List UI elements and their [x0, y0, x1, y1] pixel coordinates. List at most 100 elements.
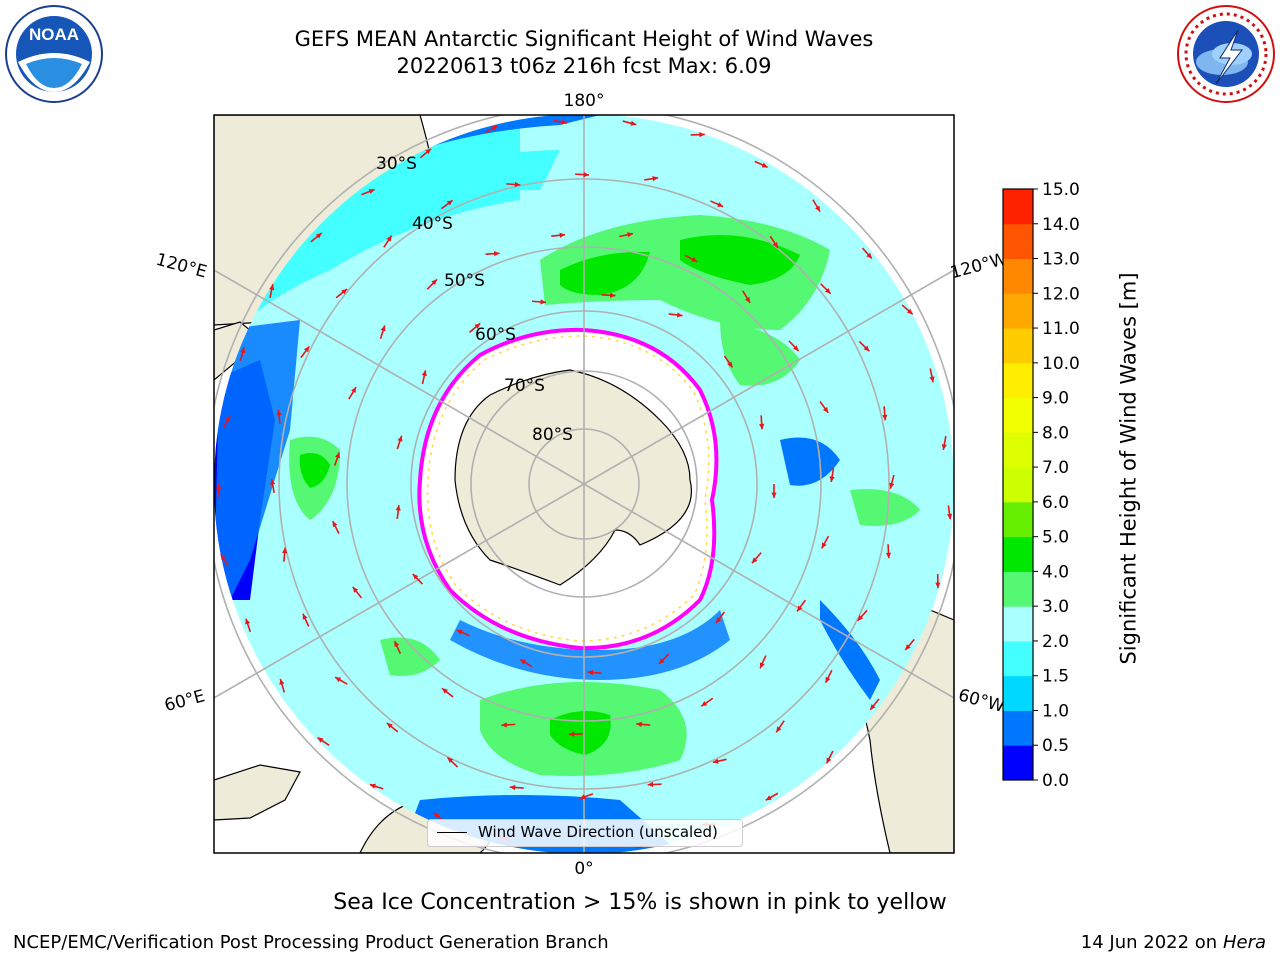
nws-lightning-logo: [1177, 5, 1275, 103]
wind-wave-arrow-head: [397, 435, 403, 442]
colorbar-band: [1003, 536, 1033, 572]
wind-wave-arrow-head: [941, 444, 947, 450]
colorbar-tick-label: 13.0: [1042, 250, 1080, 270]
wind-wave-arrow-head: [509, 784, 516, 791]
wind-wave-arrow-head: [829, 476, 835, 483]
wind-wave-arrow-head: [699, 132, 705, 138]
colorbar-band: [1003, 258, 1033, 294]
wind-wave-arrow-head: [317, 737, 324, 743]
colorbar-band: [1003, 397, 1033, 433]
wind-wave-arrow-head: [368, 189, 375, 194]
lon-label-60e: 60°E: [162, 686, 207, 716]
wind-wave-arrow-head: [269, 284, 275, 291]
wind-wave-arrow-head: [765, 795, 772, 801]
legend-label: Wind Wave Direction (unscaled): [478, 823, 718, 841]
legend-line-swatch: [437, 832, 467, 833]
colorbar-tick-label: 5.0: [1042, 528, 1069, 548]
wind-wave-arrow-head: [717, 202, 724, 207]
host-name: Hera: [1222, 932, 1266, 953]
wind-wave-arrow-head: [351, 387, 357, 394]
wind-wave-arrow-head: [315, 233, 322, 239]
colorbar-tick-label: 4.0: [1042, 562, 1069, 582]
colorbar-label: Significant Height of Wind Waves [m]: [1116, 272, 1141, 665]
wind-wave-arrow-head: [240, 347, 246, 354]
wind-wave-arrow-head: [587, 669, 594, 676]
colorbar-tick-label: 15.0: [1042, 180, 1080, 200]
wind-wave-arrow-head: [583, 172, 590, 178]
colorbar-band: [1003, 745, 1033, 781]
lat-label-70s: 70°S: [504, 376, 545, 396]
lat-label-40s: 40°S: [412, 214, 453, 234]
wind-wave-arrow-head: [520, 659, 527, 665]
wind-wave-arrow-head: [761, 162, 768, 168]
colorbar-band: [1003, 571, 1033, 607]
wind-wave-arrow-head: [395, 505, 401, 511]
wind-wave-arrow-head: [885, 552, 892, 559]
colorbar-tick-label: 7.0: [1042, 458, 1069, 478]
wind-wave-arrow-head: [929, 376, 935, 383]
wind-wave-arrow-head: [335, 677, 342, 683]
wind-wave-arrow-head: [882, 414, 888, 421]
wind-wave-arrow-head: [751, 557, 758, 564]
wind-wave-arrow-head: [386, 723, 393, 729]
wind-wave-arrow-head: [421, 370, 427, 377]
wind-wave-arrow-head: [712, 758, 719, 764]
lon-label-60w: 60°W: [956, 685, 1007, 717]
wind-wave-arrow-head: [561, 119, 568, 125]
colorbar-tick-label: 14.0: [1042, 215, 1080, 235]
wind-wave-arrow-head: [776, 726, 782, 733]
wind-wave-arrow-head: [433, 812, 440, 819]
wind-wave-arrow-head: [715, 617, 722, 624]
wind-wave-arrow-head: [759, 423, 765, 430]
colorbar-band: [1003, 501, 1033, 538]
colorbar-tick-label: 12.0: [1042, 284, 1080, 304]
wind-wave-arrow-head: [771, 492, 777, 498]
wind-wave-arrow-head: [559, 232, 566, 238]
wind-wave-arrow-head: [540, 299, 546, 305]
chart-subtitle: 20220613 t06z 216h fcst Max: 6.09: [396, 54, 772, 78]
wind-wave-arrow-head: [302, 613, 308, 620]
wind-wave-arrow-head: [889, 482, 895, 489]
wind-wave-arrow-head: [797, 605, 803, 612]
date-text: 14 Jun 2022 on: [1080, 932, 1218, 953]
colorbar-tick-label: 0.0: [1042, 771, 1069, 791]
wind-wave-arrow-head: [491, 125, 498, 131]
colorbar-band: [1003, 223, 1033, 260]
colorbar-band: [1003, 432, 1033, 468]
wind-wave-arrow-head: [276, 409, 282, 416]
wind-wave-arrow-head: [493, 251, 500, 257]
colorbar-band: [1003, 467, 1033, 503]
wind-wave-arrow-head: [772, 241, 778, 248]
wind-wave-arrow-head: [727, 361, 733, 368]
wind-wave-arrow-head: [759, 662, 765, 669]
lat-label-30s: 30°S: [376, 154, 417, 174]
chart-title: GEFS MEAN Antarctic Significant Height o…: [294, 27, 874, 51]
colorbar-band: [1003, 640, 1033, 677]
colorbar-band: [1003, 675, 1033, 711]
wind-wave-arrow-head: [303, 346, 310, 353]
wind-wave-arrow-head: [866, 252, 872, 259]
lat-label-50s: 50°S: [444, 271, 485, 291]
lon-label-120w: 120°W: [948, 249, 1009, 283]
wind-wave-arrow-head: [501, 722, 507, 728]
wind-wave-arrow-head: [652, 176, 659, 182]
wind-wave-arrow-head: [824, 288, 831, 294]
wind-wave-arrow-head: [341, 288, 348, 295]
noaa-logo-text: NOAA: [29, 25, 79, 44]
wind-wave-arrow-head: [245, 618, 251, 625]
lat-label-80s: 80°S: [532, 425, 573, 445]
wind-wave-arrow-head: [609, 292, 616, 298]
lon-label-120e: 120°E: [154, 250, 209, 283]
graticule: [214, 115, 954, 853]
wind-wave-arrow-head: [220, 554, 226, 561]
wind-wave-arrow-head: [474, 323, 481, 329]
wind-wave-arrow-head: [676, 312, 683, 318]
colorbar-tick-label: 6.0: [1042, 493, 1069, 513]
wind-wave-arrow-head: [745, 296, 751, 303]
colorbar: 0.0 0.5 1.0 1.5 2.0 3.0 4.0 5.0 6.0 7.0 8.0 9.0 10.0…: [1002, 180, 1080, 791]
wind-wave-arrow-head: [456, 629, 463, 635]
wind-wave-arrow-head: [514, 181, 521, 188]
map-frame: [213, 114, 955, 854]
wind-wave-arrow-head: [906, 308, 913, 315]
wind-wave-arrow-head: [647, 781, 654, 788]
